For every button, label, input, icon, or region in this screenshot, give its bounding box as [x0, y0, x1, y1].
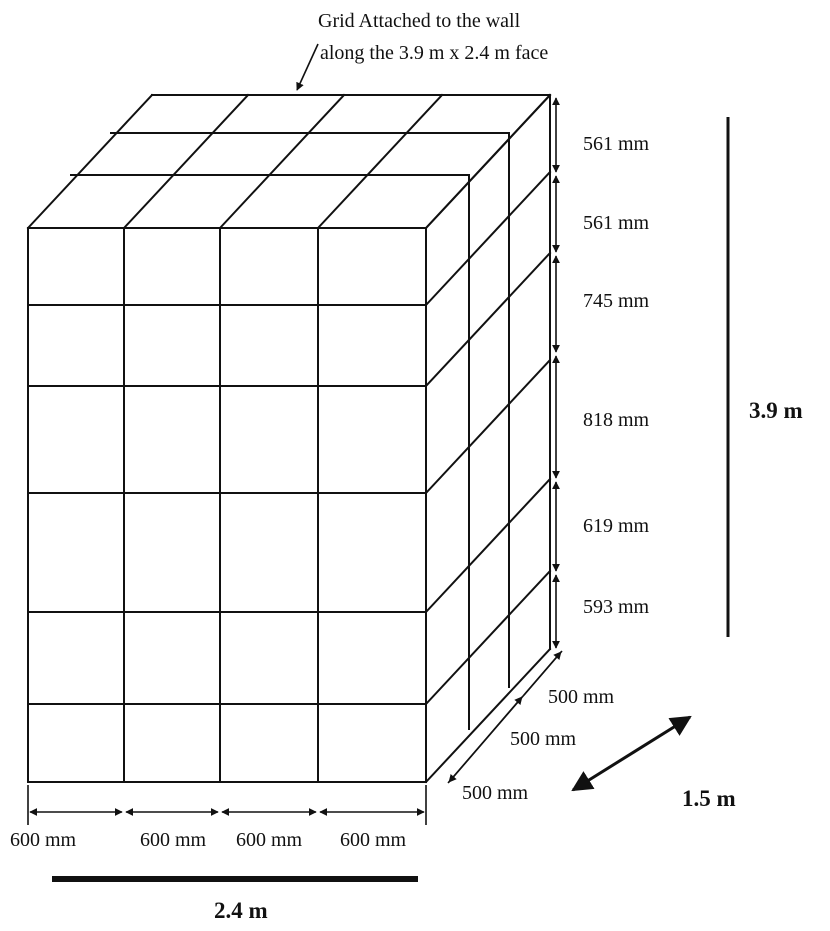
annotation-line-1: Grid Attached to the wall: [318, 10, 521, 32]
height-dimension-group: 561 mm 561 mm 745 mm 818 mm 619 mm 593 m…: [552, 97, 650, 649]
width-label-3: 600 mm: [236, 829, 303, 851]
width-label-1: 600 mm: [10, 829, 77, 851]
depth-dim-arrow-1: [448, 738, 487, 783]
side-grid-line-depth: [424, 569, 552, 706]
side-grid-line-depth: [424, 477, 552, 614]
depth-label-1: 500 mm: [548, 686, 615, 708]
height-label-6: 593 mm: [583, 596, 650, 618]
width-total-label: 2.4 m: [214, 898, 268, 923]
side-grid-line-depth: [424, 251, 552, 388]
annotation-line-2: along the 3.9 m x 2.4 m face: [320, 42, 548, 64]
depth-total-arrow: [571, 715, 692, 792]
grid-box: [26, 93, 552, 784]
height-label-5: 619 mm: [583, 515, 650, 537]
depth-total-label: 1.5 m: [682, 786, 736, 811]
side-grid-line-depth: [424, 647, 552, 784]
height-total-label: 3.9 m: [749, 398, 803, 423]
side-grid-line-depth: [424, 358, 552, 495]
top-grid-line-depth: [122, 93, 250, 230]
depth-dim-arrow-3: [523, 651, 562, 696]
depth-label-3: 500 mm: [462, 782, 529, 804]
side-face-grid: [424, 93, 552, 784]
width-label-2: 600 mm: [140, 829, 207, 851]
top-grid-line-depth: [316, 93, 444, 230]
width-label-4: 600 mm: [340, 829, 407, 851]
width-dimension-group: 600 mm 600 mm 600 mm 600 mm: [10, 785, 427, 851]
depth-label-2: 500 mm: [510, 728, 577, 750]
annotation-leader-arrow: [296, 43, 319, 91]
top-grid-line-depth: [26, 93, 154, 230]
top-face-grid: [26, 93, 552, 230]
height-label-3: 745 mm: [583, 290, 650, 312]
side-grid-line-depth: [424, 170, 552, 307]
depth-dimension-group: 500 mm 500 mm 500 mm: [447, 650, 615, 804]
side-grid-line-depth: [424, 93, 552, 230]
height-label-2: 561 mm: [583, 212, 650, 234]
depth-dim-arrow-2: [485, 696, 523, 740]
height-label-4: 818 mm: [583, 409, 650, 431]
front-face-grid: [27, 227, 427, 783]
top-grid-line-depth: [218, 93, 346, 230]
height-label-1: 561 mm: [583, 133, 650, 155]
